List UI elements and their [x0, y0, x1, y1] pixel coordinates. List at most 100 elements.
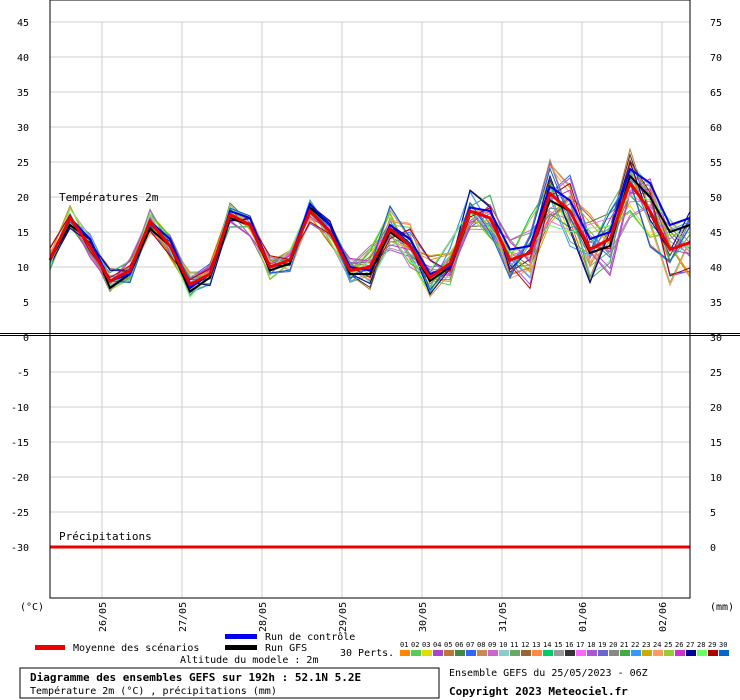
right-tick-label: 60 [710, 123, 722, 134]
pert-number: 16 [565, 641, 573, 649]
date-label: 27/05 [178, 602, 189, 632]
pert-swatch [609, 650, 619, 656]
date-label: 29/05 [338, 602, 349, 632]
pert-swatch [400, 650, 410, 656]
pert-swatch [455, 650, 465, 656]
left-tick-label: -30 [11, 543, 29, 554]
date-label: 01/06 [578, 602, 589, 632]
right-tick-label: 65 [710, 88, 722, 99]
left-tick-label: 25 [17, 158, 29, 169]
pert-swatch [565, 650, 575, 656]
pert-swatch [697, 650, 707, 656]
pert-number: 06 [455, 641, 463, 649]
plot-frame [49, 0, 691, 599]
pert-number: 09 [488, 641, 496, 649]
pert-number: 05 [444, 641, 452, 649]
pert-number: 20 [609, 641, 617, 649]
pert-swatch [576, 650, 586, 656]
pert-number: 25 [664, 641, 672, 649]
right-tick-label: 10 [710, 473, 722, 484]
pert-number: 07 [466, 641, 474, 649]
pert-number: 19 [598, 641, 606, 649]
left-tick-label: -25 [11, 508, 29, 519]
date-label: 26/05 [98, 602, 109, 632]
right-tick-label: 75 [710, 18, 722, 29]
legend-mean-swatch [35, 645, 65, 650]
pert-number: 11 [510, 641, 518, 649]
pert-swatch [433, 650, 443, 656]
pert-number: 28 [697, 641, 705, 649]
pert-swatch [642, 650, 652, 656]
perts-label: 30 Perts. [340, 648, 394, 659]
right-tick-label: 25 [710, 368, 722, 379]
right-tick-label: 70 [710, 53, 722, 64]
legend-control-swatch [225, 634, 257, 639]
pert-swatch [653, 650, 663, 656]
pert-number: 03 [422, 641, 430, 649]
main-run-lines [48, 167, 691, 549]
pert-swatch [532, 650, 542, 656]
right-tick-label: 30 [710, 333, 722, 344]
date-label: 30/05 [418, 602, 429, 632]
left-tick-label: -5 [17, 368, 29, 379]
left-unit-label: (°C) [20, 602, 44, 613]
pert-number: 18 [587, 641, 595, 649]
right-tick-label: 55 [710, 158, 722, 169]
pert-number: 14 [543, 641, 551, 649]
ensemble-label: Ensemble GEFS du 25/05/2023 - 06Z [449, 668, 648, 679]
pert-number: 02 [411, 641, 419, 649]
title-box [19, 667, 440, 699]
pert-swatch [521, 650, 531, 656]
left-tick-label: 10 [17, 263, 29, 274]
pert-swatch [488, 650, 498, 656]
left-tick-label: -15 [11, 438, 29, 449]
perturbation-line [49, 194, 691, 298]
copyright-label: Copyright 2023 Meteociel.fr [449, 685, 628, 698]
pert-number: 01 [400, 641, 408, 649]
right-tick-label: 0 [710, 543, 716, 554]
pert-number: 15 [554, 641, 562, 649]
right-unit-label: (mm) [710, 602, 734, 613]
legend-gfs-label: Run GFS [265, 643, 307, 654]
chart-subtitle: Température 2m (°C) , précipitations (mm… [30, 685, 277, 697]
pert-number: 27 [686, 641, 694, 649]
legend-control-label: Run de contrôle [265, 631, 355, 643]
pert-swatch [664, 650, 674, 656]
pert-swatch [444, 650, 454, 656]
pert-swatch [587, 650, 597, 656]
pert-number: 08 [477, 641, 485, 649]
altitude-label: Altitude du modele : 2m [180, 655, 318, 666]
perturbation-legend: 01 02 03 04 05 06 07 08 09 10 11 12 13 14 15 16 17 18 19 20… [400, 641, 729, 656]
temperature-panel-label: Températures 2m [59, 191, 159, 204]
date-label: 31/05 [498, 602, 509, 632]
pert-number: 26 [675, 641, 683, 649]
left-tick-label: -10 [11, 403, 29, 414]
perturbation-line [49, 184, 691, 291]
pert-swatch [686, 650, 696, 656]
right-tick-label: 40 [710, 263, 722, 274]
chart-axes: 454035302520151050-5-10-15-20-25-3075706… [0, 0, 740, 632]
legend-mean-label: Moyenne des scénarios [73, 642, 199, 654]
pert-number: 24 [653, 641, 661, 649]
pert-swatch [719, 650, 729, 656]
legend-gfs-swatch [225, 645, 257, 650]
date-label: 28/05 [258, 602, 269, 632]
pert-swatch [598, 650, 608, 656]
chart-title: Diagramme des ensembles GEFS sur 192h : … [30, 671, 361, 684]
pert-number: 17 [576, 641, 584, 649]
pert-swatch [708, 650, 718, 656]
right-tick-label: 45 [710, 228, 722, 239]
right-tick-label: 5 [710, 508, 716, 519]
left-tick-label: -20 [11, 473, 29, 484]
left-tick-label: 5 [23, 298, 29, 309]
right-tick-label: 50 [710, 193, 722, 204]
pert-swatch [675, 650, 685, 656]
left-tick-label: 0 [23, 333, 29, 344]
pert-swatch [631, 650, 641, 656]
right-tick-label: 35 [710, 298, 722, 309]
pert-number: 04 [433, 641, 441, 649]
left-tick-label: 20 [17, 193, 29, 204]
pert-swatch [422, 650, 432, 656]
pert-number: 30 [719, 641, 727, 649]
pert-number: 12 [521, 641, 529, 649]
